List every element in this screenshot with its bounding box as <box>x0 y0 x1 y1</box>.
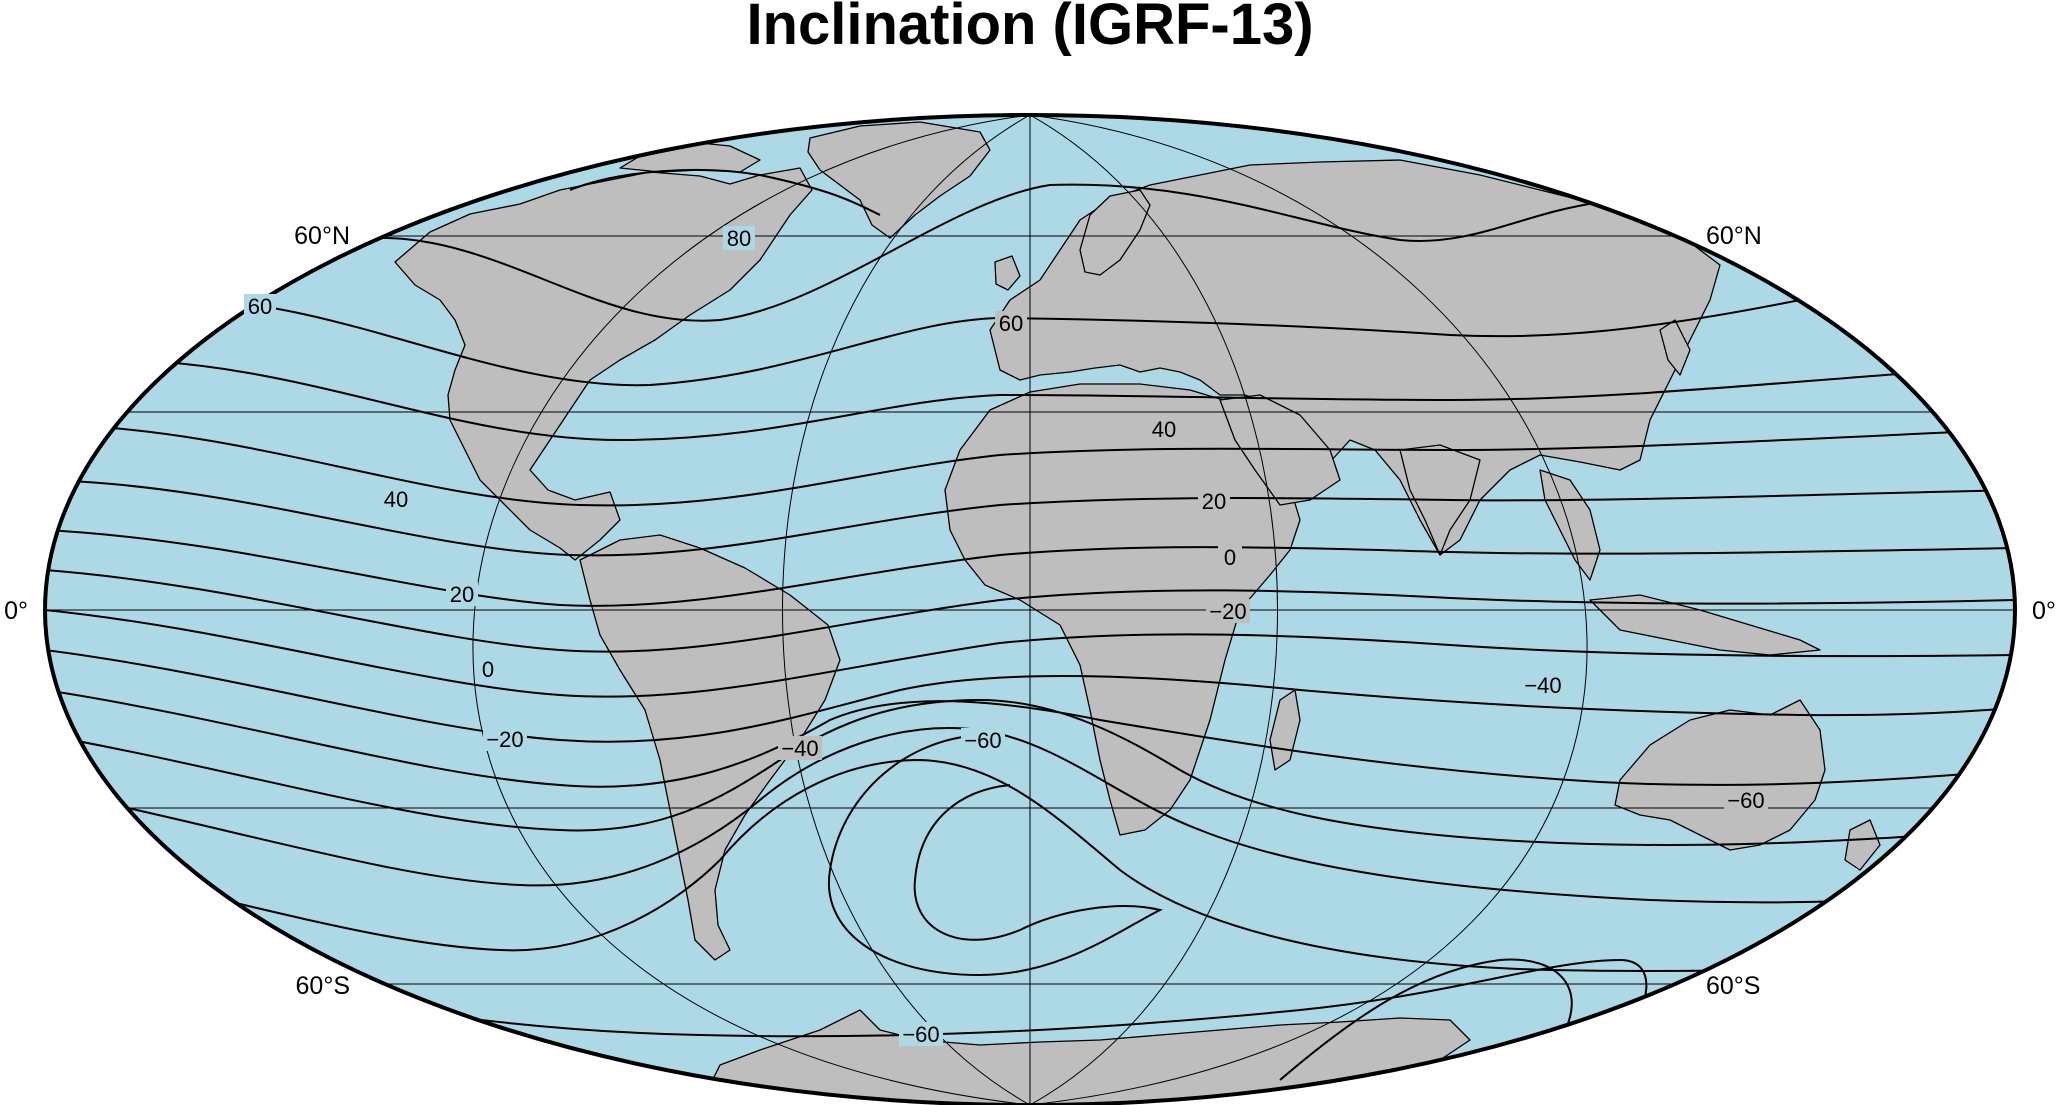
contour-m30 <box>45 698 2015 847</box>
lat-label-60s-right: 60°S <box>1706 972 1760 1000</box>
land-scandinavia <box>1079 189 1151 276</box>
svg-text:−60: −60 <box>1727 788 1764 813</box>
svg-text:−20: −20 <box>1209 599 1246 624</box>
contour-20 <box>45 529 2015 607</box>
land-southeast-asia <box>1539 469 1601 581</box>
contour-label: −20 <box>1206 599 1250 624</box>
contour-m20 <box>45 689 2015 788</box>
contour-m10 <box>45 649 2015 743</box>
contour-label: −60 <box>899 1022 943 1047</box>
svg-text:80: 80 <box>727 226 751 251</box>
map-border <box>43 113 2017 1105</box>
lat-label-60n-right: 60°N <box>1706 222 1762 250</box>
land-antarctica <box>699 1009 1521 1105</box>
svg-text:−20: −20 <box>486 727 523 752</box>
svg-text:−40: −40 <box>781 736 818 761</box>
lat-label-60s-left: 60°S <box>296 972 350 1000</box>
map-title: Inclination (IGRF-13) <box>746 0 1313 57</box>
meridian-right-2 <box>1029 115 1588 1105</box>
svg-text:60: 60 <box>248 294 272 319</box>
svg-text:−60: −60 <box>902 1022 939 1047</box>
contour-10 <box>45 569 2015 653</box>
contour-m60-loop <box>827 734 1163 977</box>
contour-40 <box>59 424 2001 507</box>
contour-label: −60 <box>961 728 1005 753</box>
contour-label: −40 <box>778 736 822 761</box>
contour-label: 60 <box>995 311 1027 336</box>
svg-text:20: 20 <box>1202 489 1226 514</box>
lat-label-0-left: 0° <box>4 597 28 625</box>
land-uk <box>994 255 1021 291</box>
svg-text:60: 60 <box>999 311 1023 336</box>
contour-label: 0 <box>476 657 500 682</box>
contour-label: 60 <box>244 294 276 319</box>
contour-label: 20 <box>446 582 478 607</box>
contour-label: −40 <box>1521 673 1565 698</box>
lat-label-60n-left: 60°N <box>294 222 350 250</box>
svg-text:20: 20 <box>450 582 474 607</box>
svg-text:40: 40 <box>1152 417 1176 442</box>
contour-label: 80 <box>723 226 755 251</box>
land-greenland <box>807 121 991 239</box>
contour-label: 40 <box>380 487 412 512</box>
lat-label-0-right: 0° <box>2032 597 2056 625</box>
map-body <box>45 115 2015 1105</box>
contour-70 <box>374 183 1701 322</box>
contour-labels: 80 60 60 40 40 20 20 0 0 −20 −20 −40 −40… <box>244 226 1768 1047</box>
contour-80 <box>569 169 881 216</box>
contour-label: 0 <box>1218 545 1242 570</box>
land-arabia <box>1219 394 1341 506</box>
svg-text:40: 40 <box>384 487 408 512</box>
svg-text:0: 0 <box>482 657 494 682</box>
contour-label: −20 <box>483 727 527 752</box>
land-new-zealand <box>1844 819 1881 871</box>
svg-text:−40: −40 <box>1524 673 1561 698</box>
meridian-left-2 <box>472 115 1031 1105</box>
svg-text:0: 0 <box>1224 545 1236 570</box>
contour-label: 40 <box>1148 417 1180 442</box>
inclination-contours <box>45 169 2015 1105</box>
contour-0 <box>45 609 2015 698</box>
svg-text:−60: −60 <box>964 728 1001 753</box>
land-south-america <box>579 534 841 961</box>
contour-label: 20 <box>1198 489 1230 514</box>
contour-label: −60 <box>1724 788 1768 813</box>
contour-50 <box>109 359 1951 442</box>
contour-30 <box>45 479 2015 557</box>
contour-m50 <box>45 758 2015 972</box>
